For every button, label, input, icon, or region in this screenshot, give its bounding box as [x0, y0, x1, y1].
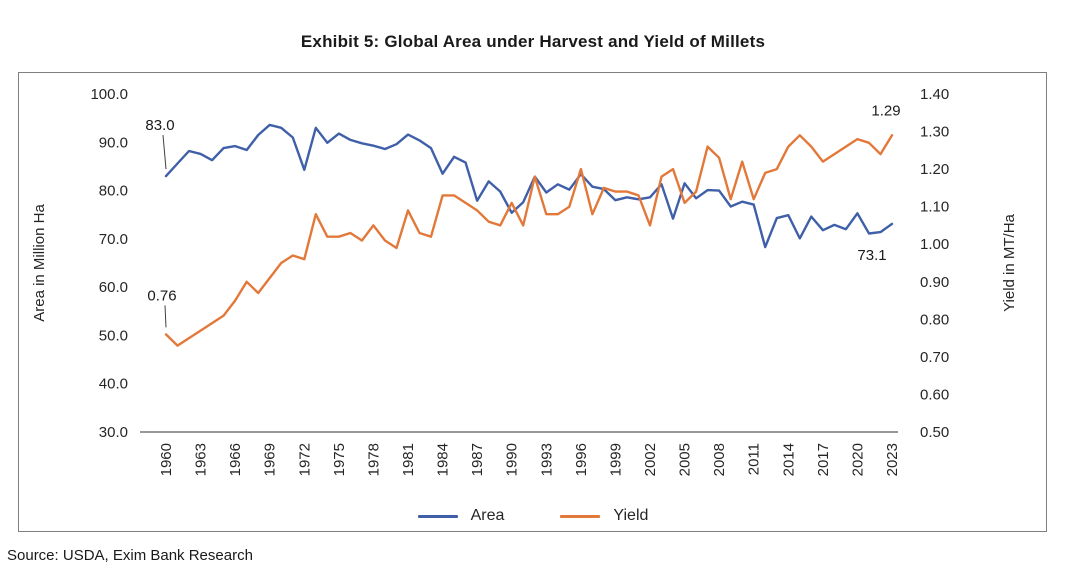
source-note: Source: USDA, Exim Bank Research — [7, 547, 253, 564]
x-axis-tick-label: 2011 — [746, 443, 763, 475]
x-axis-tick-label: 2017 — [815, 443, 832, 476]
legend: Area Yield — [0, 507, 1066, 525]
x-axis-tick-label: 1978 — [365, 443, 382, 476]
left-axis-tick-label: 50.0 — [99, 327, 128, 344]
x-axis-tick-label: 2005 — [677, 443, 694, 476]
right-axis-tick-label: 0.70 — [920, 349, 949, 366]
x-axis-tick-label: 1975 — [331, 443, 348, 476]
x-axis-tick-label: 1984 — [435, 443, 452, 476]
right-axis-title: Yield in MT/Ha — [1001, 213, 1018, 311]
x-axis-tick-label: 2014 — [780, 443, 797, 476]
x-axis-tick-label: 1960 — [158, 443, 175, 476]
x-axis-tick-label: 1996 — [573, 443, 590, 476]
yield-line-swatch-icon — [560, 514, 601, 518]
left-axis-tick-label: 30.0 — [99, 424, 128, 441]
left-axis-tick-label: 90.0 — [99, 134, 128, 151]
right-axis-tick-label: 0.50 — [920, 424, 949, 441]
area-line — [164, 123, 894, 249]
right-axis-tick-label: 1.20 — [920, 161, 949, 178]
right-axis-tick-label: 1.40 — [920, 86, 949, 103]
annotation-leader-line — [164, 305, 167, 328]
left-axis-tick-label: 60.0 — [99, 279, 128, 296]
yield-line — [164, 134, 894, 347]
x-axis-tick-label: 1993 — [538, 443, 555, 476]
left-axis-tick-label: 80.0 — [99, 183, 128, 200]
left-axis-tick-label: 40.0 — [99, 376, 128, 393]
legend-label-yield: Yield — [613, 507, 649, 524]
x-axis-tick-label: 2023 — [884, 443, 901, 476]
x-axis-tick-label: 2008 — [711, 443, 728, 476]
x-axis-tick-label: 1963 — [193, 443, 210, 476]
right-axis-tick-label: 1.30 — [920, 124, 949, 141]
left-axis-tick-label: 100.0 — [90, 86, 128, 103]
left-axis-title: Area in Million Ha — [31, 204, 48, 322]
legend-item-yield: Yield — [560, 507, 648, 525]
right-axis-tick-label: 0.60 — [920, 386, 949, 403]
x-axis-tick-label: 2020 — [849, 443, 866, 476]
left-axis-tick-label: 70.0 — [99, 231, 128, 248]
x-axis-tick-label: 1981 — [400, 443, 417, 476]
x-axis-tick-label: 1966 — [227, 443, 244, 476]
legend-item-area: Area — [417, 507, 505, 525]
legend-label-area: Area — [470, 507, 505, 524]
right-axis-tick-label: 1.00 — [920, 236, 949, 253]
annotation-0.76: 0.76 — [147, 287, 176, 304]
x-axis-tick-label: 1987 — [469, 443, 486, 476]
chart-title: Exhibit 5: Global Area under Harvest and… — [300, 32, 766, 51]
right-axis-tick-label: 1.10 — [920, 199, 949, 216]
annotation-leader-line — [162, 135, 167, 170]
x-axis-tick-label: 1990 — [504, 443, 521, 476]
annotation-73.1: 73.1 — [857, 247, 886, 264]
area-line-swatch-icon — [417, 514, 458, 518]
x-axis-tick-label: 2002 — [642, 443, 659, 476]
x-axis-tick-label: 1999 — [607, 443, 624, 476]
right-axis-tick-label: 0.90 — [920, 274, 949, 291]
right-axis-tick-label: 0.80 — [920, 311, 949, 328]
annotation-83.0: 83.0 — [145, 117, 174, 134]
x-axis-tick-label: 1969 — [262, 443, 279, 476]
annotation-1.29: 1.29 — [871, 102, 900, 119]
x-axis-tick-label: 1972 — [296, 443, 313, 476]
